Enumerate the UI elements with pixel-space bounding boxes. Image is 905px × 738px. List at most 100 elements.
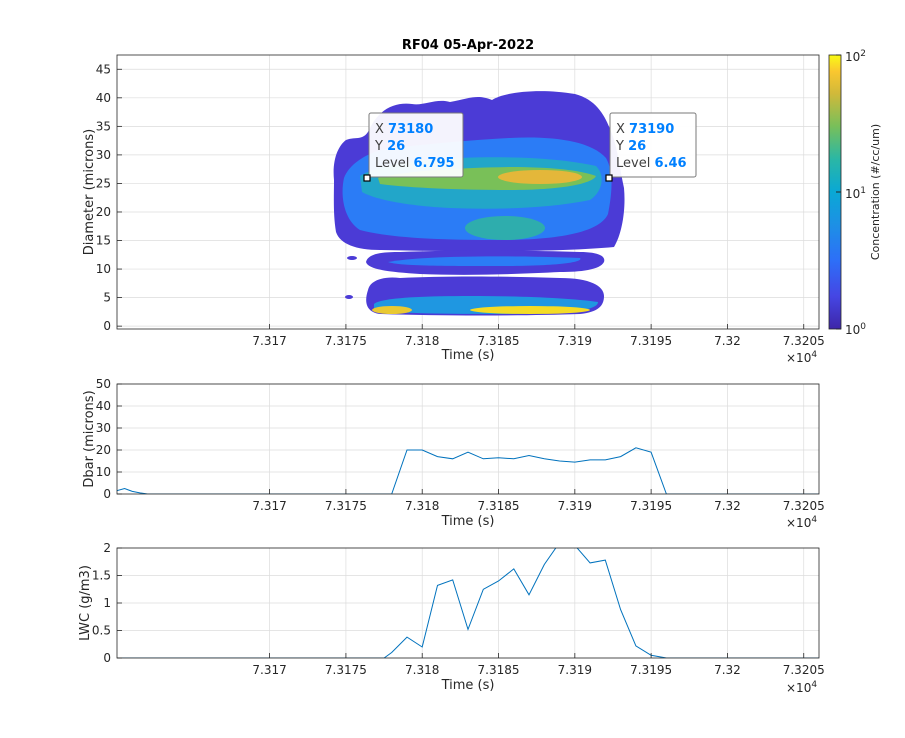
- lwc-line: [117, 548, 819, 658]
- colorbar-label-top-base: 10: [845, 50, 860, 64]
- contour-ytick-label: 5: [103, 291, 111, 305]
- contour-x-exponent-power: 4: [811, 350, 817, 360]
- dbar-xtick-label: 7.32: [714, 499, 741, 513]
- dbar-ytick-label: 10: [96, 465, 111, 479]
- datatip-1-level-key: Level: [375, 156, 409, 171]
- datatip-2-x-row: X 73190: [616, 122, 674, 137]
- contour-ytick-label: 0: [103, 319, 111, 333]
- dbar-xtick-label: 7.319: [558, 499, 592, 513]
- colorbar-label-mid-exp: 1: [860, 186, 866, 196]
- dbar-x-exponent: ×104: [786, 515, 817, 530]
- lwc-panel: 7.317 7.3175 7.318 7.3185 7.319 7.3195 7.32 7.3…: [78, 541, 825, 695]
- datatip-2[interactable]: X 73190 Y 26 Level 6.46: [605, 112, 697, 182]
- contour-xtick-label: 7.3205: [783, 334, 825, 348]
- colorbar-label-mid-base: 10: [845, 187, 860, 201]
- contour-ytick-label: 45: [96, 62, 111, 76]
- datatip-2-level-row: Level 6.46: [616, 156, 687, 171]
- dbar-x-exponent-base: ×10: [786, 516, 811, 530]
- dbar-xtick-label: 7.3195: [630, 499, 672, 513]
- lwc-xtick-label: 7.317: [252, 663, 286, 677]
- dbar-series: [117, 447, 819, 494]
- dbar-axes-box: [116, 383, 820, 495]
- datatip-2-y-value: 26: [628, 139, 646, 154]
- colorbar-label-top: 102: [845, 49, 866, 64]
- contour-ytick-label: 35: [96, 119, 111, 133]
- contour-ylabel: Diameter (microns): [82, 129, 97, 255]
- contour-ticks: 7.317 7.3175 7.318 7.3185 7.319 7.3195 7.32 7.3…: [96, 62, 825, 348]
- datatip-1-x-value: 73180: [388, 122, 433, 137]
- lwc-xtick-label: 7.3185: [478, 663, 520, 677]
- contour-lower-yellow-right: [470, 306, 590, 314]
- contour-ytick-label: 15: [96, 234, 111, 248]
- dbar-ytick-label: 30: [96, 421, 111, 435]
- datatip-1-x-row: X 73180: [375, 122, 433, 137]
- datatip-2-x-value: 73190: [629, 122, 674, 137]
- datatip-1-x-key: X: [375, 122, 384, 137]
- datatip-2-box: [609, 112, 697, 178]
- dbar-xlabel: Time (s): [441, 514, 495, 529]
- colorbar-title: Concentration (#/cc/um): [869, 124, 882, 260]
- datatip-1[interactable]: X 73180 Y 26 Level 6.795: [363, 112, 464, 182]
- contour-xtick-label: 7.318: [405, 334, 439, 348]
- datatip-2-level-key: Level: [616, 156, 650, 171]
- colorbar-label-mid: 101: [845, 186, 866, 201]
- datatip-1-marker[interactable]: [363, 174, 371, 182]
- contour-xtick-label: 7.32: [714, 334, 741, 348]
- lwc-xlabel: Time (s): [441, 678, 495, 693]
- contour-xtick-label: 7.317: [252, 334, 286, 348]
- contour-xtick-label: 7.3185: [478, 334, 520, 348]
- dbar-ylabel: Dbar (microns): [82, 390, 97, 487]
- datatip-2-y-key: Y: [615, 139, 624, 154]
- contour-xtick-label: 7.3175: [325, 334, 367, 348]
- datatip-2-y-row: Y 26: [615, 139, 646, 154]
- lwc-x-exponent-base: ×10: [786, 681, 811, 695]
- lwc-xtick-label: 7.319: [558, 663, 592, 677]
- dbar-ytick-label: 20: [96, 443, 111, 457]
- datatip-2-marker[interactable]: [605, 174, 613, 182]
- colorbar-label-bottom-exp: 0: [860, 322, 866, 332]
- datatip-1-box: [368, 112, 464, 178]
- contour-mid-green: [465, 216, 545, 240]
- contour-ytick-label: 40: [96, 91, 111, 105]
- dbar-axes-background: [117, 384, 819, 494]
- lwc-x-exponent: ×104: [786, 680, 817, 695]
- lwc-xtick-label: 7.32: [714, 663, 741, 677]
- datatip-1-level-row: Level 6.795: [375, 156, 455, 171]
- lwc-xtick-label: 7.3175: [325, 663, 367, 677]
- dbar-xtick-label: 7.3205: [783, 499, 825, 513]
- contour-lower-yellow-left: [372, 306, 412, 314]
- dbar-line: [117, 447, 819, 494]
- datatip-1-y-key: Y: [374, 139, 383, 154]
- lwc-ytick-label: 1: [103, 596, 111, 610]
- lwc-series: [117, 548, 819, 658]
- lwc-ytick-label: 2: [103, 541, 111, 555]
- datatip-1-level-value: 6.795: [413, 156, 454, 171]
- contour-xtick-label: 7.319: [558, 334, 592, 348]
- dbar-panel: 7.317 7.3175 7.318 7.3185 7.319 7.3195 7.32 7.3…: [82, 377, 825, 530]
- lwc-x-exponent-power: 4: [811, 680, 817, 690]
- dbar-ytick-label: 50: [96, 377, 111, 391]
- contour-axes-box: [116, 54, 820, 330]
- lwc-ytick-label: 0: [103, 651, 111, 665]
- dbar-xtick-label: 7.3185: [478, 499, 520, 513]
- dbar-xtick-label: 7.3175: [325, 499, 367, 513]
- colorbar-label-bottom-base: 10: [845, 323, 860, 337]
- lwc-xtick-label: 7.3195: [630, 663, 672, 677]
- datatip-1-y-row: Y 26: [374, 139, 405, 154]
- contour-ytick-label: 30: [96, 148, 111, 162]
- datatip-1-y-value: 26: [387, 139, 405, 154]
- contour-x-exponent-base: ×10: [786, 351, 811, 365]
- dbar-ticks: 7.317 7.3175 7.318 7.3185 7.319 7.3195 7.32 7.3…: [96, 377, 825, 513]
- contour-xlabel: Time (s): [441, 348, 495, 363]
- dbar-ytick-label: 0: [103, 487, 111, 501]
- contour-ytick-label: 10: [96, 262, 111, 276]
- dbar-ytick-label: 40: [96, 399, 111, 413]
- dbar-x-exponent-power: 4: [811, 515, 817, 525]
- contour-middle-cyan: [388, 256, 581, 266]
- contour-panel: 7.317 7.3175 7.318 7.3185 7.319 7.3195 7.32 7.3…: [82, 38, 825, 365]
- contour-xtick-label: 7.3195: [630, 334, 672, 348]
- contour-x-exponent: ×104: [786, 350, 817, 365]
- lwc-ylabel: LWC (g/m3): [78, 565, 93, 641]
- dbar-xtick-label: 7.318: [405, 499, 439, 513]
